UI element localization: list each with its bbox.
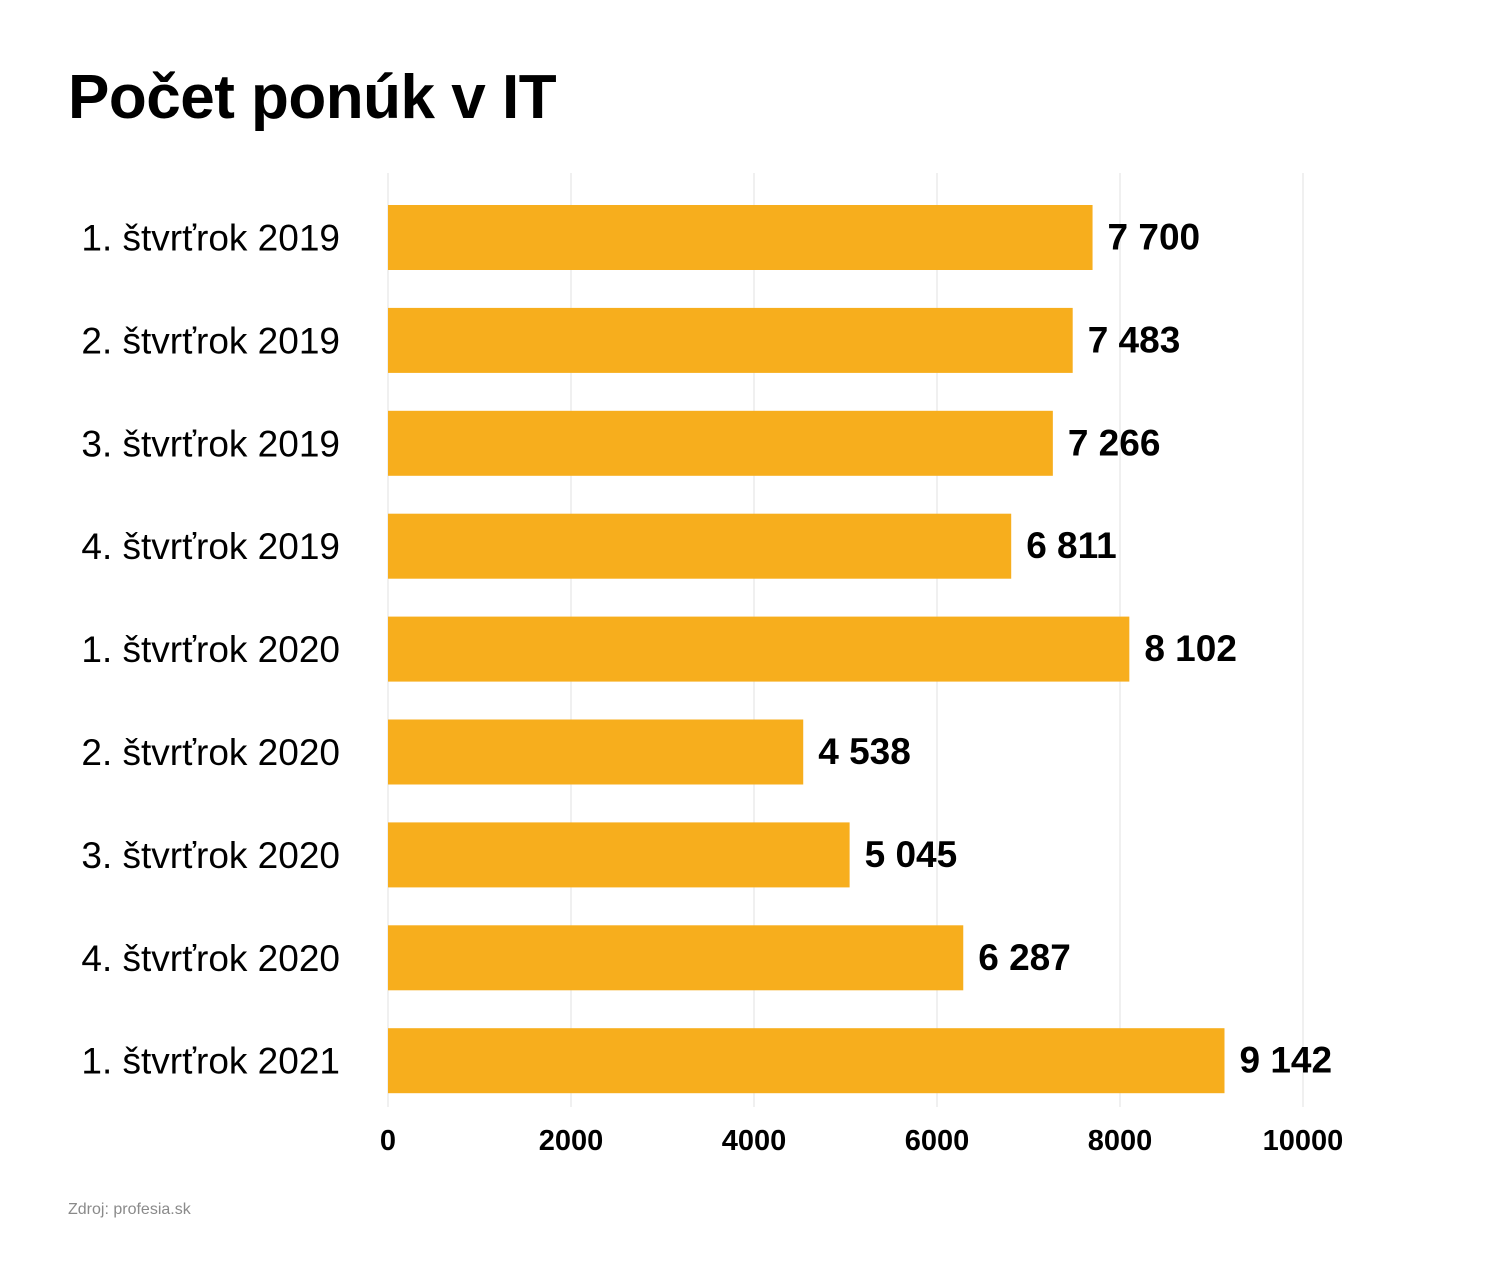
value-label: 6 287 bbox=[978, 937, 1071, 978]
x-tick-label: 0 bbox=[380, 1125, 396, 1157]
source-note: Zdroj: profesia.sk bbox=[68, 1201, 191, 1218]
category-label: 2. štvrťrok 2020 bbox=[81, 732, 340, 773]
value-label: 6 811 bbox=[1026, 525, 1117, 566]
bar bbox=[388, 616, 1130, 682]
value-label: 7 700 bbox=[1108, 217, 1201, 258]
category-label: 3. štvrťrok 2019 bbox=[81, 423, 340, 464]
x-tick-label: 6000 bbox=[905, 1125, 970, 1157]
bar bbox=[388, 719, 804, 785]
category-label: 4. štvrťrok 2019 bbox=[81, 526, 340, 567]
value-label: 9 142 bbox=[1239, 1040, 1332, 1081]
category-label: 4. štvrťrok 2020 bbox=[81, 938, 340, 979]
value-label: 4 538 bbox=[818, 731, 911, 772]
category-label: 1. štvrťrok 2020 bbox=[81, 629, 340, 670]
category-label: 3. štvrťrok 2020 bbox=[81, 835, 340, 876]
value-label: 7 483 bbox=[1088, 319, 1181, 360]
bar bbox=[388, 925, 964, 991]
value-label: 8 102 bbox=[1144, 628, 1237, 669]
category-label: 1. štvrťrok 2021 bbox=[81, 1041, 340, 1082]
bar bbox=[388, 205, 1093, 270]
category-label: 2. štvrťrok 2019 bbox=[81, 320, 340, 361]
bar bbox=[388, 307, 1073, 373]
value-label: 5 045 bbox=[865, 834, 958, 875]
x-tick-label: 8000 bbox=[1088, 1125, 1153, 1157]
value-label: 7 266 bbox=[1068, 422, 1161, 463]
bar bbox=[388, 1028, 1225, 1094]
category-label: 1. štvrťrok 2019 bbox=[81, 218, 340, 259]
x-tick-label: 4000 bbox=[722, 1125, 787, 1157]
bar bbox=[388, 513, 1012, 579]
x-tick-label: 10000 bbox=[1263, 1125, 1344, 1157]
bar bbox=[388, 410, 1053, 476]
x-tick-label: 2000 bbox=[539, 1125, 604, 1157]
chart-title: Počet ponúk v IT bbox=[68, 63, 557, 132]
bar bbox=[388, 822, 850, 888]
